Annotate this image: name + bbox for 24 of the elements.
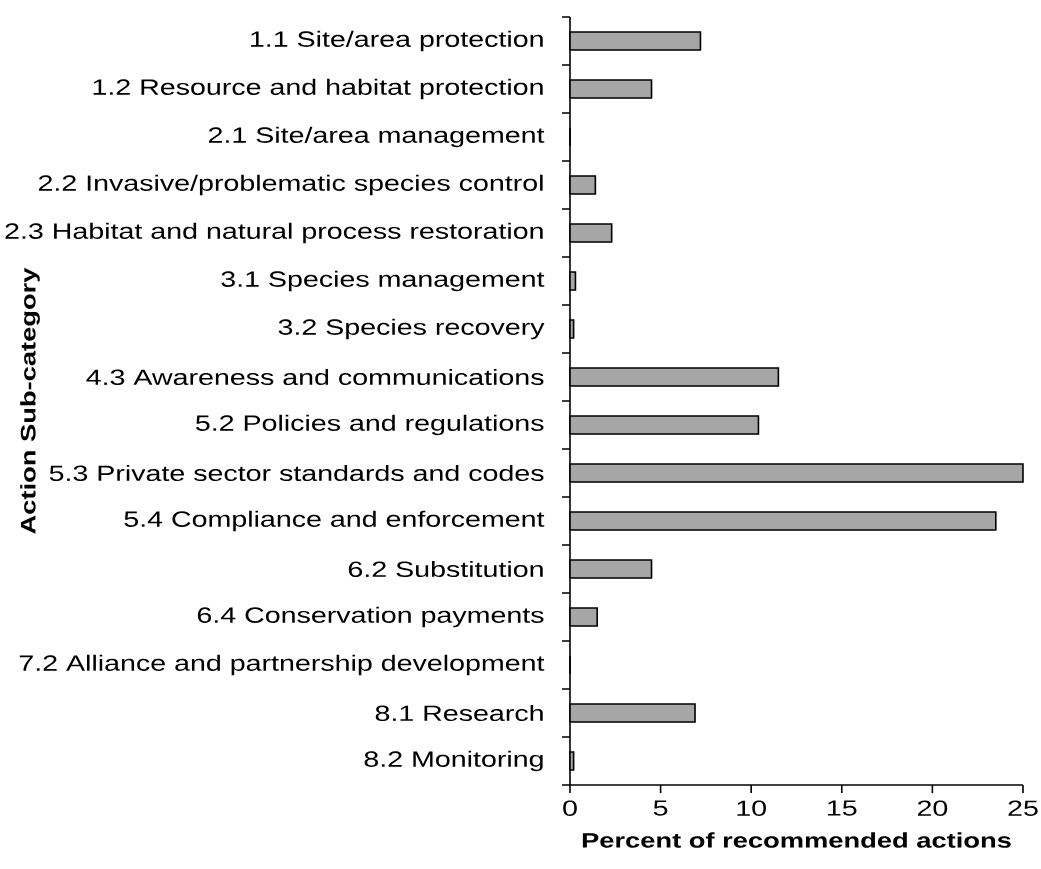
y-tick-label: 2.2 Invasive/problematic species control <box>38 174 543 196</box>
x-axis-title: Percent of recommended actions <box>582 832 1011 848</box>
y-axis-title: Action Sub-category <box>20 267 40 534</box>
x-tick-label: 25 <box>1008 800 1038 816</box>
y-tick-label: 2.3 Habitat and natural process restoration <box>5 222 543 244</box>
y-tick-label: 4.3 Awareness and communications <box>86 368 544 386</box>
y-tick-label: 8.2 Monitoring <box>364 750 543 772</box>
x-tick-label: 0 <box>563 800 577 816</box>
x-tick-label: 10 <box>737 800 766 816</box>
x-tick-label: 15 <box>828 800 857 816</box>
y-tick-label: 5.3 Private sector standards and codes <box>49 464 544 482</box>
y-tick-label: 5.2 Policies and regulations <box>195 414 544 436</box>
y-tick-label: 6.2 Substitution <box>348 560 543 578</box>
y-tick-label: 1.1 Site/area protection <box>251 30 543 52</box>
y-tick-label: 2.1 Site/area management <box>208 126 545 148</box>
x-tick-label: 5 <box>653 800 668 816</box>
y-tick-label: 3.1 Species management <box>221 270 545 292</box>
y-tick-label: 3.2 Species recovery <box>278 318 545 340</box>
y-tick-label: 8.1 Research <box>375 704 543 722</box>
y-tick-label: 1.2 Resource and habitat protection <box>93 78 543 100</box>
x-tick-label: 20 <box>917 800 948 816</box>
y-tick-label: 6.4 Conservation payments <box>197 606 544 628</box>
y-tick-label: 7.2 Alliance and partnership development <box>19 654 545 676</box>
y-tick-label: 5.4 Compliance and enforcement <box>124 510 545 532</box>
